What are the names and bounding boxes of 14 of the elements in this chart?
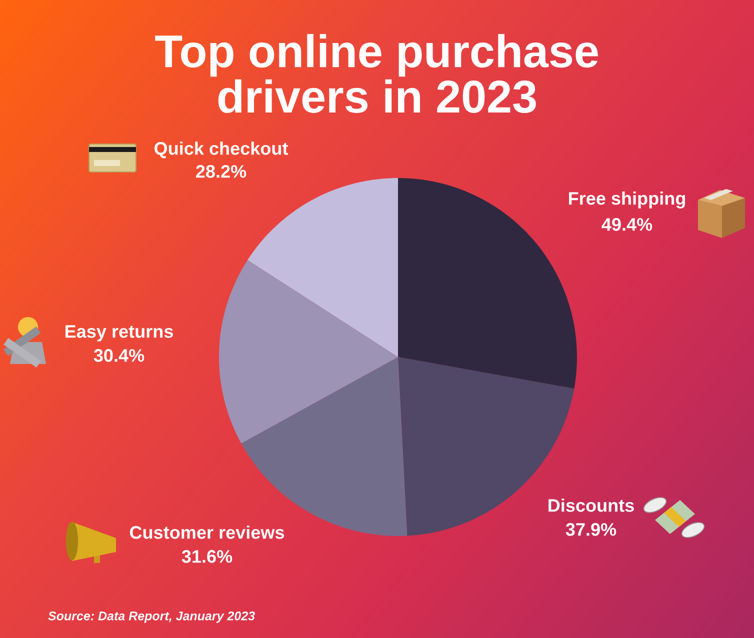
data-label: 37.9% xyxy=(566,523,616,536)
data-label: 30.4% xyxy=(94,349,144,362)
pie-slice xyxy=(219,260,398,444)
source-note: Source: Data Report, January 2023 xyxy=(48,612,255,623)
data-label: 31.6% xyxy=(182,550,232,563)
chart-title: Top online purchase drivers in 2023 xyxy=(155,34,598,114)
slice-label: Easy returns xyxy=(66,325,173,342)
pie-slice xyxy=(248,178,398,357)
slice-label: Discounts xyxy=(548,498,634,512)
slice-label: Quick checkout xyxy=(154,142,288,158)
slice-label: Customer reviews xyxy=(130,526,284,539)
data-label: 49.4% xyxy=(602,218,652,231)
slice-label: Free shipping xyxy=(569,192,685,208)
data-label: 28.2% xyxy=(196,165,246,178)
